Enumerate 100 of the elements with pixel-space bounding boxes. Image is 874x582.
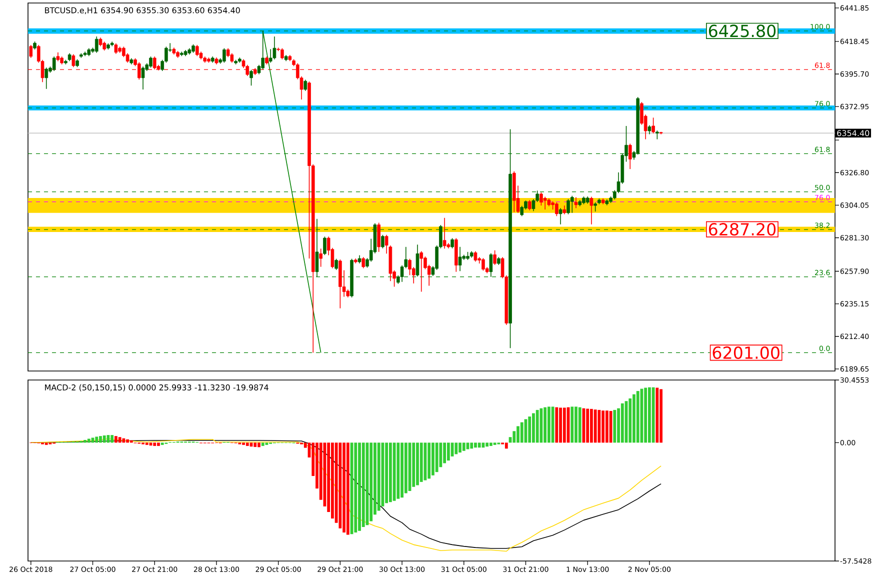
bar bbox=[613, 410, 616, 443]
candlestick bbox=[362, 256, 366, 269]
ref-line-label: 6354.40 bbox=[837, 130, 870, 136]
bar bbox=[462, 442, 466, 451]
bar bbox=[555, 407, 558, 443]
bar bbox=[628, 398, 632, 443]
candlestick bbox=[272, 36, 276, 60]
bar bbox=[130, 440, 133, 443]
candlestick bbox=[381, 234, 384, 249]
candlestick bbox=[489, 252, 493, 278]
candlestick bbox=[652, 117, 655, 134]
candlestick bbox=[44, 67, 48, 90]
candlestick bbox=[416, 244, 420, 277]
candlestick bbox=[52, 56, 56, 72]
candlestick bbox=[334, 258, 338, 270]
bar bbox=[254, 442, 257, 447]
bar bbox=[478, 442, 481, 448]
bar bbox=[454, 442, 458, 454]
bar bbox=[432, 442, 434, 476]
bar bbox=[362, 442, 365, 527]
bar bbox=[528, 416, 532, 443]
bar bbox=[620, 403, 624, 443]
candlestick bbox=[29, 44, 33, 58]
bar bbox=[656, 388, 659, 443]
bar bbox=[605, 410, 608, 443]
bar bbox=[435, 442, 438, 472]
bar bbox=[396, 442, 400, 499]
bar bbox=[84, 440, 86, 443]
bar bbox=[443, 442, 446, 464]
bar bbox=[660, 389, 662, 443]
bar bbox=[377, 442, 380, 511]
chart-title: BTCUSD.e,H1 6354.90 6355.30 6353.60 6354.40 bbox=[45, 7, 240, 14]
candlestick bbox=[570, 195, 574, 214]
candlestick bbox=[493, 250, 496, 266]
bar bbox=[428, 442, 431, 479]
candlestick bbox=[72, 54, 76, 68]
bar bbox=[358, 442, 361, 531]
bar bbox=[470, 442, 474, 449]
bar bbox=[486, 442, 489, 447]
bar bbox=[87, 438, 90, 443]
bar bbox=[404, 442, 408, 494]
candlestick bbox=[555, 202, 558, 217]
bar bbox=[520, 422, 524, 443]
candlestick bbox=[528, 200, 532, 211]
candlestick bbox=[482, 258, 485, 272]
bar bbox=[594, 410, 597, 443]
bar bbox=[153, 442, 156, 446]
candlestick bbox=[458, 246, 462, 272]
bar bbox=[346, 442, 350, 535]
bar bbox=[590, 408, 593, 443]
candlestick bbox=[222, 48, 226, 64]
bar bbox=[489, 442, 492, 446]
bar bbox=[246, 442, 249, 446]
chart-title: MACD-2 (50,150,15) 0.0000 25.9933 -11.3230 -19.9874 bbox=[45, 384, 268, 392]
bar bbox=[381, 442, 384, 506]
bar bbox=[652, 387, 655, 443]
candlestick bbox=[149, 56, 152, 68]
annotation: 6425.80 bbox=[708, 24, 776, 38]
bar bbox=[385, 442, 388, 504]
bar bbox=[536, 410, 539, 443]
bar bbox=[330, 442, 334, 519]
bar bbox=[114, 436, 118, 443]
bar bbox=[578, 407, 582, 443]
bar bbox=[598, 410, 601, 443]
bar bbox=[644, 388, 648, 443]
bar bbox=[532, 413, 535, 443]
bar bbox=[342, 442, 346, 533]
bar bbox=[99, 436, 102, 443]
bar bbox=[412, 442, 416, 487]
bar bbox=[122, 438, 126, 443]
bar bbox=[338, 442, 342, 528]
bar bbox=[544, 407, 547, 443]
candlestick bbox=[590, 196, 594, 225]
candlestick bbox=[543, 196, 547, 210]
bar bbox=[570, 406, 574, 443]
bar bbox=[416, 442, 419, 486]
candlestick bbox=[574, 196, 578, 209]
bar bbox=[388, 442, 392, 502]
candlestick bbox=[594, 202, 597, 212]
bar bbox=[632, 394, 636, 443]
bar bbox=[602, 410, 605, 443]
bar bbox=[110, 435, 114, 443]
bar bbox=[118, 437, 122, 443]
candlestick bbox=[304, 79, 308, 92]
candlestick bbox=[319, 248, 322, 268]
candlestick bbox=[195, 44, 199, 57]
bar bbox=[559, 408, 562, 443]
bar bbox=[504, 442, 508, 449]
bar bbox=[636, 391, 640, 443]
candlestick bbox=[648, 124, 652, 135]
candlestick bbox=[315, 218, 319, 278]
bar bbox=[516, 426, 520, 443]
candlestick bbox=[450, 238, 454, 249]
bar bbox=[586, 408, 590, 443]
candlestick bbox=[323, 236, 326, 256]
bar bbox=[574, 406, 578, 443]
candlestick bbox=[94, 36, 98, 54]
candlestick bbox=[520, 205, 524, 217]
bar bbox=[157, 442, 160, 446]
candlestick bbox=[628, 143, 632, 170]
